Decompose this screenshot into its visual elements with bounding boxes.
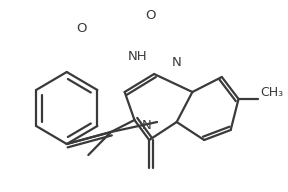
- Text: N: N: [172, 56, 181, 69]
- Text: CH₃: CH₃: [260, 87, 283, 99]
- Text: N: N: [141, 119, 151, 132]
- Text: O: O: [76, 22, 86, 35]
- Text: O: O: [145, 9, 156, 22]
- Text: NH: NH: [128, 50, 147, 63]
